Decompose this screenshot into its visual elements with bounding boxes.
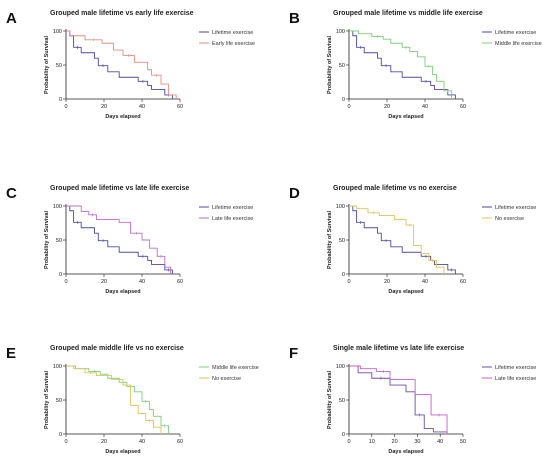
y-axis-label: Probability of Survival [44, 35, 50, 94]
survival-curve-1 [349, 365, 448, 434]
x-axis-label: Days elapsed [388, 449, 423, 455]
y-tick-label: 100 [336, 364, 345, 370]
survival-curve-2 [349, 30, 453, 99]
y-tick-label: 50 [56, 238, 62, 244]
y-tick-label: 0 [59, 432, 62, 438]
legend-label: No exercise [495, 216, 524, 222]
x-tick-label: 20 [101, 104, 107, 110]
y-axis-label: Probability of Survival [44, 210, 50, 269]
y-tick-label: 0 [342, 97, 345, 103]
x-tick-label: 20 [392, 439, 398, 445]
y-tick-label: 50 [339, 238, 345, 244]
panel-title: Grouped male middle life vs no exercise [50, 345, 184, 352]
panel-letter: C [6, 185, 17, 202]
y-tick-label: 0 [342, 432, 345, 438]
y-tick-label: 0 [59, 97, 62, 103]
legend-label: Middle life exercise [495, 41, 542, 47]
y-axis-label: Probability of Survival [327, 210, 333, 269]
legend-label: Lifetime exercise [495, 205, 536, 211]
legend-label: No exercise [212, 376, 241, 382]
panel-letter: A [6, 10, 17, 27]
y-axis-label: Probability of Survival [327, 35, 333, 94]
x-tick-label: 10 [369, 439, 375, 445]
survival-curve-1 [349, 205, 456, 274]
panel-letter: B [289, 10, 300, 27]
y-axis-label: Probability of Survival [44, 370, 50, 429]
x-tick-label: 40 [437, 439, 443, 445]
x-tick-label: 60 [177, 104, 183, 110]
survival-curve-2 [349, 365, 448, 434]
x-tick-label: 20 [101, 439, 107, 445]
x-tick-label: 60 [177, 279, 183, 285]
x-tick-label: 20 [384, 279, 390, 285]
x-tick-label: 0 [64, 104, 67, 110]
panel-d: D Grouped male lifetime vs no exercise 0 50… [289, 185, 536, 295]
y-tick-label: 50 [56, 398, 62, 404]
x-tick-label: 40 [139, 279, 145, 285]
panel-title: Grouped male lifetime vs no exercise [333, 185, 457, 192]
x-tick-label: 50 [460, 439, 466, 445]
survival-curve-1 [66, 205, 173, 274]
x-tick-label: 20 [384, 104, 390, 110]
panel-b: B Grouped male lifetime vs middle life ex… [289, 10, 542, 120]
y-tick-label: 50 [339, 398, 345, 404]
y-tick-label: 0 [59, 272, 62, 278]
legend-label: Lifetime exercise [495, 30, 536, 36]
survival-curve-2 [66, 365, 162, 434]
panel-title: Grouped male lifetime vs middle life exe… [333, 10, 483, 17]
y-tick-label: 100 [53, 204, 62, 210]
panel-letter: E [6, 345, 16, 362]
x-tick-label: 40 [422, 279, 428, 285]
x-axis-label: Days elapsed [105, 449, 140, 455]
x-axis-label: Days elapsed [388, 289, 423, 295]
y-tick-label: 100 [53, 29, 62, 35]
panel-letter: D [289, 185, 300, 202]
legend-label: Early life exercise [212, 41, 255, 47]
x-axis-label: Days elapsed [388, 114, 423, 120]
legend-label: Lifetime exercise [212, 205, 253, 211]
x-tick-label: 60 [177, 439, 183, 445]
x-tick-label: 0 [64, 279, 67, 285]
x-axis-label: Days elapsed [105, 114, 140, 120]
x-tick-label: 40 [139, 104, 145, 110]
survival-curve-1 [349, 30, 456, 99]
survival-curve-2 [66, 205, 171, 274]
x-tick-label: 0 [347, 104, 350, 110]
x-tick-label: 40 [422, 104, 428, 110]
legend-label: Lifetime exercise [495, 365, 536, 371]
panel-letter: F [289, 345, 298, 362]
survival-curve-2 [349, 205, 445, 274]
x-tick-label: 0 [347, 279, 350, 285]
legend-label: Middle life exercise [212, 365, 259, 371]
y-tick-label: 100 [336, 29, 345, 35]
y-tick-label: 100 [53, 364, 62, 370]
y-axis-label: Probability of Survival [327, 370, 333, 429]
panel-title: Single male lifetime vs late life exerci… [333, 345, 464, 352]
legend-label: Lifetime exercise [212, 30, 253, 36]
panel-title: Grouped male lifetime vs early life exer… [50, 10, 194, 17]
x-tick-label: 60 [460, 279, 466, 285]
x-tick-label: 0 [347, 439, 350, 445]
survival-curve-2 [66, 30, 177, 99]
survival-curve-1 [66, 30, 173, 99]
x-tick-label: 60 [460, 104, 466, 110]
x-tick-label: 40 [139, 439, 145, 445]
y-tick-label: 0 [342, 272, 345, 278]
y-tick-label: 50 [56, 63, 62, 69]
y-tick-label: 50 [339, 63, 345, 69]
legend-label: Late life exercise [212, 216, 253, 222]
x-tick-label: 20 [101, 279, 107, 285]
x-tick-label: 0 [64, 439, 67, 445]
panel-a: A Grouped male lifetime vs early life exe… [6, 10, 255, 120]
legend-label: Late life exercise [495, 376, 536, 382]
x-tick-label: 30 [414, 439, 420, 445]
panel-e: E Grouped male middle life vs no exercise… [6, 345, 259, 455]
x-axis-label: Days elapsed [105, 289, 140, 295]
y-tick-label: 100 [336, 204, 345, 210]
panel-f: F Single male lifetime vs late life exerc… [289, 345, 536, 455]
panel-c: C Grouped male lifetime vs late life exer… [6, 185, 253, 295]
panel-title: Grouped male lifetime vs late life exerc… [50, 185, 189, 192]
